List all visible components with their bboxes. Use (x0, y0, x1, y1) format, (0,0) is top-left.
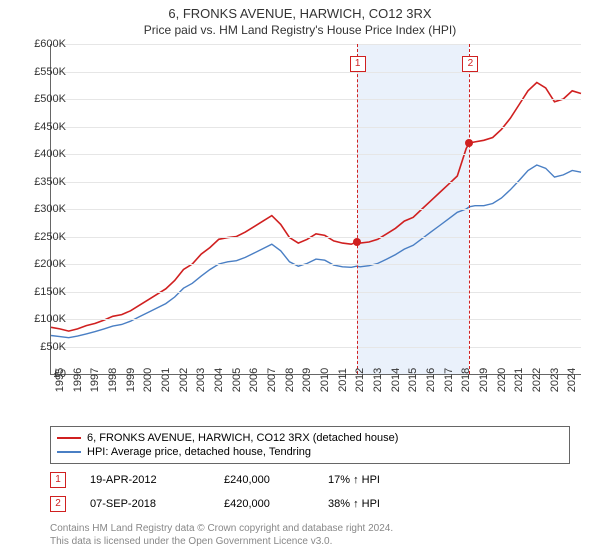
x-axis-label: 1998 (107, 368, 119, 392)
x-axis-label: 1999 (125, 368, 137, 392)
x-axis-label: 2017 (443, 368, 455, 392)
x-axis-label: 2009 (301, 368, 313, 392)
gridline (51, 292, 581, 293)
x-axis-label: 2023 (549, 368, 561, 392)
table-row: 1 19-APR-2012 £240,000 17% ↑ HPI (50, 468, 570, 492)
y-axis-label: £50K (16, 341, 66, 353)
transaction-marker-1: 1 (50, 472, 66, 488)
x-axis-label: 2019 (478, 368, 490, 392)
x-axis-label: 2001 (160, 368, 172, 392)
transaction-dot (465, 139, 473, 147)
series-line-property (51, 83, 581, 332)
x-axis-label: 2020 (496, 368, 508, 392)
transaction-price: £240,000 (224, 474, 304, 486)
y-axis-label: £200K (16, 258, 66, 270)
x-axis-label: 2005 (231, 368, 243, 392)
y-axis-label: £350K (16, 176, 66, 188)
legend-item-property: 6, FRONKS AVENUE, HARWICH, CO12 3RX (det… (57, 431, 563, 445)
chart-container: 6, FRONKS AVENUE, HARWICH, CO12 3RX Pric… (0, 0, 600, 560)
transaction-marker-box: 2 (462, 56, 478, 72)
x-axis-label: 2010 (319, 368, 331, 392)
x-axis-label: 2002 (178, 368, 190, 392)
gridline (51, 347, 581, 348)
table-row: 2 07-SEP-2018 £420,000 38% ↑ HPI (50, 492, 570, 516)
x-axis-label: 2012 (354, 368, 366, 392)
transaction-vline (357, 44, 358, 374)
legend-label: 6, FRONKS AVENUE, HARWICH, CO12 3RX (det… (87, 432, 398, 444)
transaction-date: 19-APR-2012 (90, 474, 200, 486)
x-axis-label: 1996 (72, 368, 84, 392)
y-axis-label: £150K (16, 286, 66, 298)
transaction-marker-box: 1 (350, 56, 366, 72)
transaction-marker-2: 2 (50, 496, 66, 512)
y-axis-label: £550K (16, 66, 66, 78)
transaction-price: £420,000 (224, 498, 304, 510)
gridline (51, 99, 581, 100)
y-axis-label: £250K (16, 231, 66, 243)
page-title: 6, FRONKS AVENUE, HARWICH, CO12 3RX (0, 0, 600, 21)
legend-swatch (57, 437, 81, 439)
gridline (51, 127, 581, 128)
x-axis-label: 2021 (513, 368, 525, 392)
x-axis-label: 2011 (337, 368, 349, 392)
y-axis-label: £100K (16, 313, 66, 325)
gridline (51, 319, 581, 320)
series-line-hpi (51, 165, 581, 338)
y-axis-label: £450K (16, 121, 66, 133)
transaction-date: 07-SEP-2018 (90, 498, 200, 510)
transaction-vline (469, 44, 470, 374)
x-axis-label: 2022 (531, 368, 543, 392)
legend: 6, FRONKS AVENUE, HARWICH, CO12 3RX (det… (50, 426, 570, 464)
gridline (51, 237, 581, 238)
page-subtitle: Price paid vs. HM Land Registry's House … (0, 21, 600, 37)
x-axis-label: 2015 (407, 368, 419, 392)
legend-label: HPI: Average price, detached house, Tend… (87, 446, 311, 458)
x-axis-label: 2018 (460, 368, 472, 392)
x-axis-label: 2003 (195, 368, 207, 392)
x-axis-label: 2024 (566, 368, 578, 392)
footer-line: Contains HM Land Registry data © Crown c… (50, 522, 570, 535)
gridline (51, 182, 581, 183)
x-axis-label: 2013 (372, 368, 384, 392)
x-axis-label: 2016 (425, 368, 437, 392)
gridline (51, 264, 581, 265)
y-axis-label: £600K (16, 38, 66, 50)
x-axis-label: 2014 (390, 368, 402, 392)
gridline (51, 44, 581, 45)
x-axis-label: 2006 (248, 368, 260, 392)
x-axis-label: 1997 (89, 368, 101, 392)
transaction-hpi: 17% ↑ HPI (328, 474, 428, 486)
y-axis-label: £300K (16, 203, 66, 215)
x-axis-label: 2007 (266, 368, 278, 392)
x-axis-label: 2000 (142, 368, 154, 392)
legend-item-hpi: HPI: Average price, detached house, Tend… (57, 445, 563, 459)
plot-area: 12 (50, 44, 581, 375)
gridline (51, 209, 581, 210)
transactions-table: 1 19-APR-2012 £240,000 17% ↑ HPI 2 07-SE… (50, 468, 570, 516)
gridline (51, 72, 581, 73)
x-axis-label: 1995 (54, 368, 66, 392)
transaction-dot (353, 238, 361, 246)
y-axis-label: £400K (16, 148, 66, 160)
y-axis-label: £500K (16, 93, 66, 105)
legend-swatch (57, 451, 81, 453)
x-axis-label: 2004 (213, 368, 225, 392)
transaction-hpi: 38% ↑ HPI (328, 498, 428, 510)
x-axis-label: 2008 (284, 368, 296, 392)
footer-attribution: Contains HM Land Registry data © Crown c… (50, 522, 570, 548)
gridline (51, 154, 581, 155)
footer-line: This data is licensed under the Open Gov… (50, 535, 570, 548)
